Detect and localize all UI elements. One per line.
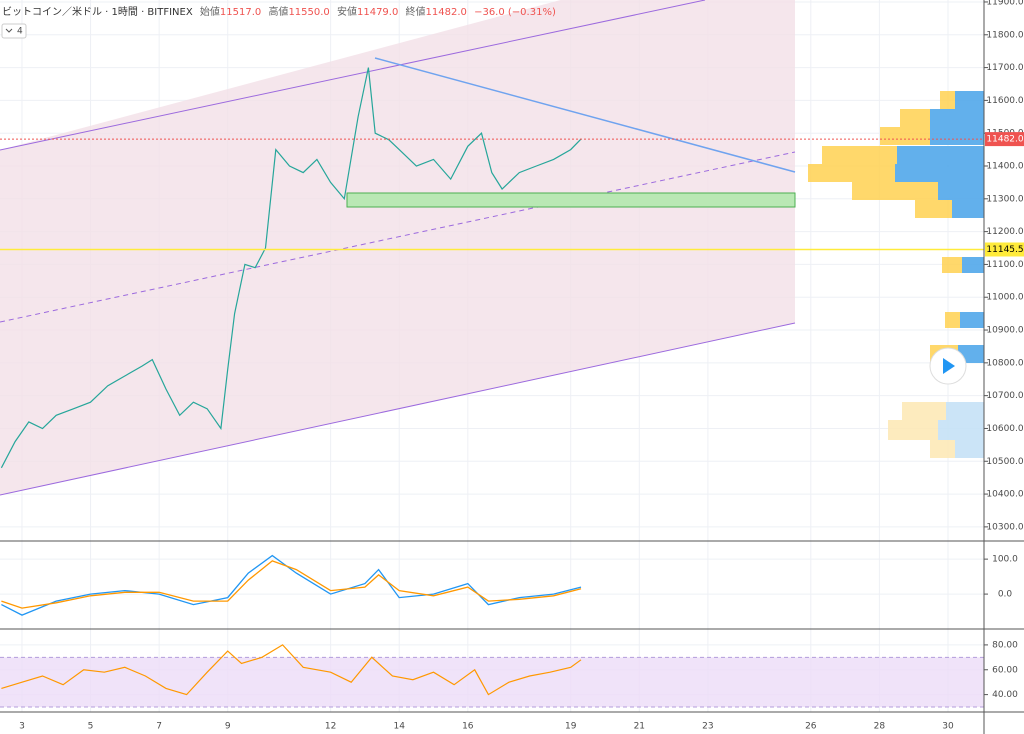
channel-mid xyxy=(0,151,796,323)
x-tick-label: 19 xyxy=(565,722,577,732)
trend-line xyxy=(374,57,796,173)
y-tick-label: 80.00 xyxy=(992,640,1018,650)
y-tick-label: 11900.0 xyxy=(986,0,1023,7)
band xyxy=(0,657,984,708)
low: 11479.0 xyxy=(357,7,398,18)
y-tick-label: 10500.0 xyxy=(986,457,1023,467)
y-tick-label: 10400.0 xyxy=(986,490,1023,500)
open-label: 始値 xyxy=(200,5,220,18)
price-badge xyxy=(985,132,1024,147)
open: 11517.0 xyxy=(220,7,261,18)
channel-fill xyxy=(0,0,795,495)
y-tick-label: 10800.0 xyxy=(986,358,1023,368)
x-tick-label: 5 xyxy=(88,722,94,732)
y-tick-label: 11600.0 xyxy=(986,96,1023,106)
price-line xyxy=(1,644,582,696)
low-label: 安値 xyxy=(337,5,357,18)
channel-top xyxy=(0,0,706,151)
price-line xyxy=(0,67,582,469)
x-tick-label: 21 xyxy=(634,722,645,732)
play-icon xyxy=(943,358,955,374)
x-tick-label: 30 xyxy=(942,722,954,732)
high-label: 高値 xyxy=(268,5,288,18)
indicator-line xyxy=(1,560,582,609)
y-tick-label: 60.00 xyxy=(992,665,1018,675)
y-tick-label: 11000.0 xyxy=(986,293,1023,303)
volume-profile xyxy=(808,91,984,458)
x-tick-label: 14 xyxy=(393,722,405,732)
chevron xyxy=(5,28,13,33)
close: 11482.0 xyxy=(426,7,467,18)
x-tick-label: 3 xyxy=(19,722,25,732)
x-tick-label: 23 xyxy=(702,722,713,732)
x-tick-label: 9 xyxy=(225,722,231,732)
y-tick-label: 10600.0 xyxy=(986,424,1023,434)
x-tick-label: 12 xyxy=(325,722,336,732)
price-badge-label: 11482.0 xyxy=(986,135,1023,145)
interval-value: 4 xyxy=(17,27,23,37)
zone xyxy=(346,192,796,208)
x-tick-label: 16 xyxy=(462,722,474,732)
y-tick-label: 11400.0 xyxy=(986,162,1023,172)
header: ビットコイン／米ドル · 1時間 · BITFINEX 始値11517.0 高値… xyxy=(2,5,556,18)
high: 11550.0 xyxy=(288,7,329,18)
y-tick-label: 11200.0 xyxy=(986,227,1023,237)
y-tick-label: 11700.0 xyxy=(986,63,1023,73)
x-tick-label: 28 xyxy=(874,722,886,732)
x-tick-label: 26 xyxy=(805,722,817,732)
change: −36.0 (−0.31%) xyxy=(474,7,556,18)
price-badge-label: 11145.5 xyxy=(986,245,1023,255)
y-tick-label: 11300.0 xyxy=(986,194,1023,204)
y-tick-label: 10700.0 xyxy=(986,391,1023,401)
x-tick-label: 7 xyxy=(156,722,162,732)
close-label: 終値 xyxy=(406,5,426,18)
symbol: ビットコイン／米ドル · 1時間 · BITFINEX xyxy=(2,5,193,18)
y-tick-label: 10900.0 xyxy=(986,326,1023,336)
interval-button[interactable] xyxy=(1,23,27,39)
indicator-line xyxy=(1,554,582,616)
y-tick-label: 100.0 xyxy=(992,555,1018,565)
y-tick-label: 10300.0 xyxy=(986,522,1023,532)
channel-bottom xyxy=(0,322,796,496)
y-tick-label: 40.00 xyxy=(992,690,1018,700)
price-badge xyxy=(985,242,1024,257)
y-tick-label: 0.0 xyxy=(998,590,1013,600)
y-tick-label: 11800.0 xyxy=(986,30,1023,40)
y-tick-label: 11100.0 xyxy=(986,260,1023,270)
